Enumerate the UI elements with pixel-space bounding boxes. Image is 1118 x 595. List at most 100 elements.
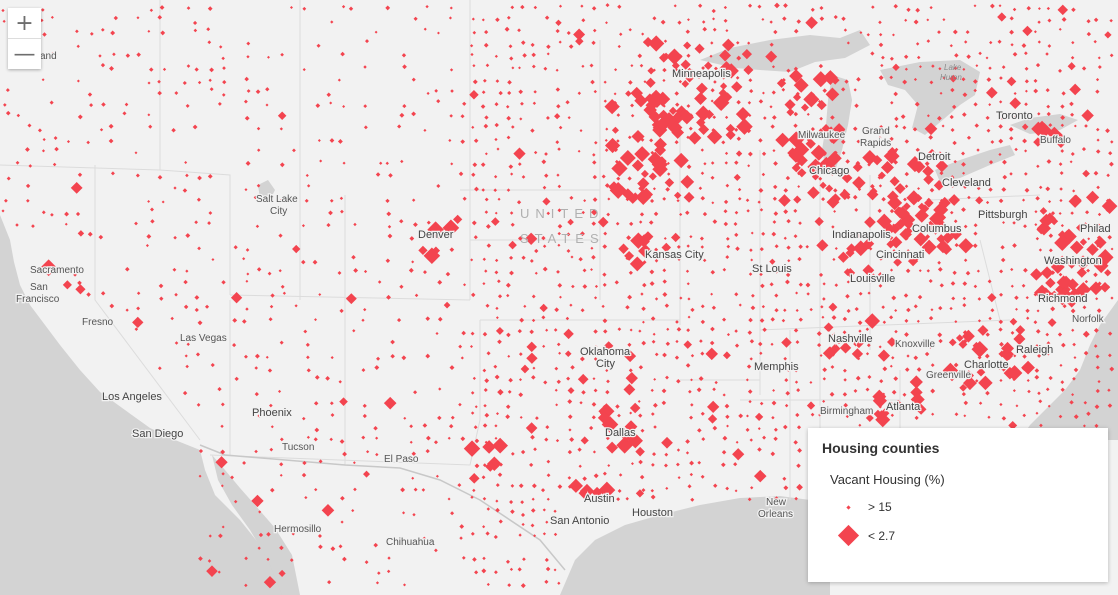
county-symbol[interactable] xyxy=(251,494,264,508)
county-symbol[interactable] xyxy=(677,258,681,261)
county-symbol[interactable] xyxy=(721,450,727,455)
county-symbol[interactable] xyxy=(197,320,203,326)
county-symbol[interactable] xyxy=(493,188,498,193)
county-symbol[interactable] xyxy=(453,214,463,224)
county-symbol[interactable] xyxy=(839,342,852,354)
county-symbol[interactable] xyxy=(521,175,526,179)
county-symbol[interactable] xyxy=(962,92,968,98)
county-symbol[interactable] xyxy=(711,201,715,205)
county-symbol[interactable] xyxy=(1035,411,1039,415)
county-symbol[interactable] xyxy=(544,152,548,156)
county-symbol[interactable] xyxy=(665,187,670,192)
county-symbol[interactable] xyxy=(509,270,514,276)
county-symbol[interactable] xyxy=(567,476,572,480)
county-symbol[interactable] xyxy=(1069,400,1074,405)
county-symbol[interactable] xyxy=(930,308,934,312)
county-symbol[interactable] xyxy=(522,53,527,58)
county-symbol[interactable] xyxy=(484,412,490,418)
county-symbol[interactable] xyxy=(541,159,547,165)
county-symbol[interactable] xyxy=(193,28,198,33)
county-symbol[interactable] xyxy=(1084,124,1088,128)
county-symbol[interactable] xyxy=(621,432,632,443)
county-symbol[interactable] xyxy=(830,365,835,369)
county-symbol[interactable] xyxy=(1070,152,1075,157)
county-symbol[interactable] xyxy=(423,128,427,132)
county-symbol[interactable] xyxy=(679,110,695,125)
county-symbol[interactable] xyxy=(399,219,404,224)
county-symbol[interactable] xyxy=(675,320,679,324)
county-symbol[interactable] xyxy=(1073,414,1079,420)
county-symbol[interactable] xyxy=(893,91,898,97)
county-symbol[interactable] xyxy=(558,351,562,355)
county-symbol[interactable] xyxy=(531,294,536,299)
county-symbol[interactable] xyxy=(747,164,751,168)
county-symbol[interactable] xyxy=(471,220,477,226)
county-symbol[interactable] xyxy=(565,100,570,105)
county-symbol[interactable] xyxy=(268,317,273,322)
county-symbol[interactable] xyxy=(1010,284,1014,288)
county-symbol[interactable] xyxy=(889,208,895,214)
county-symbol[interactable] xyxy=(910,392,925,407)
county-symbol[interactable] xyxy=(1024,89,1028,93)
county-symbol[interactable] xyxy=(915,403,927,415)
county-symbol[interactable] xyxy=(769,258,776,265)
county-symbol[interactable] xyxy=(963,184,968,189)
county-symbol[interactable] xyxy=(637,399,641,403)
county-symbol[interactable] xyxy=(829,391,835,397)
county-symbol[interactable] xyxy=(1047,318,1057,328)
county-symbol[interactable] xyxy=(607,197,611,201)
county-symbol[interactable] xyxy=(531,497,535,501)
county-symbol[interactable] xyxy=(134,327,139,331)
county-symbol[interactable] xyxy=(894,183,906,195)
county-symbol[interactable] xyxy=(373,425,378,431)
county-symbol[interactable] xyxy=(77,114,83,120)
county-symbol[interactable] xyxy=(724,151,729,155)
county-symbol[interactable] xyxy=(591,255,596,260)
county-symbol[interactable] xyxy=(853,88,857,92)
county-symbol[interactable] xyxy=(928,135,934,140)
county-symbol[interactable] xyxy=(232,343,237,348)
county-symbol[interactable] xyxy=(630,462,634,466)
county-symbol[interactable] xyxy=(1097,212,1102,217)
county-symbol[interactable] xyxy=(314,427,320,433)
county-symbol[interactable] xyxy=(697,428,702,433)
county-symbol[interactable] xyxy=(894,329,898,334)
county-symbol[interactable] xyxy=(470,391,475,395)
county-symbol[interactable] xyxy=(906,354,910,358)
county-symbol[interactable] xyxy=(305,342,310,347)
county-symbol[interactable] xyxy=(710,161,715,165)
county-symbol[interactable] xyxy=(445,271,451,277)
county-symbol[interactable] xyxy=(483,403,487,408)
county-symbol[interactable] xyxy=(776,78,787,88)
county-symbol[interactable] xyxy=(1081,109,1094,122)
county-symbol[interactable] xyxy=(917,224,922,228)
county-symbol[interactable] xyxy=(650,388,654,392)
county-symbol[interactable] xyxy=(759,318,765,323)
county-symbol[interactable] xyxy=(554,113,561,120)
county-symbol[interactable] xyxy=(786,68,791,73)
county-symbol[interactable] xyxy=(559,295,562,299)
county-symbol[interactable] xyxy=(831,315,837,320)
county-symbol[interactable] xyxy=(373,542,379,548)
county-symbol[interactable] xyxy=(510,5,515,10)
county-symbol[interactable] xyxy=(337,271,342,275)
county-symbol[interactable] xyxy=(469,344,474,349)
county-symbol[interactable] xyxy=(722,435,728,441)
county-symbol[interactable] xyxy=(663,256,667,260)
county-symbol[interactable] xyxy=(362,403,367,408)
county-symbol[interactable] xyxy=(5,110,11,116)
county-symbol[interactable] xyxy=(736,136,742,141)
county-symbol[interactable] xyxy=(750,293,755,298)
county-symbol[interactable] xyxy=(1095,365,1100,370)
county-symbol[interactable] xyxy=(928,279,933,284)
county-symbol[interactable] xyxy=(818,63,824,69)
county-symbol[interactable] xyxy=(1013,332,1026,345)
county-symbol[interactable] xyxy=(651,339,656,344)
county-symbol[interactable] xyxy=(1001,341,1015,355)
county-symbol[interactable] xyxy=(771,400,777,406)
county-symbol[interactable] xyxy=(700,351,705,356)
county-symbol[interactable] xyxy=(557,147,561,151)
county-symbol[interactable] xyxy=(837,251,849,263)
county-symbol[interactable] xyxy=(967,195,971,200)
county-symbol[interactable] xyxy=(480,162,486,167)
